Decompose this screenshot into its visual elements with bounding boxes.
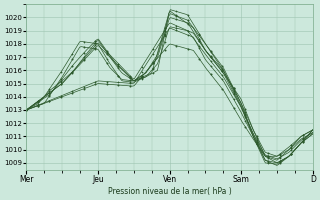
X-axis label: Pression niveau de la mer( hPa ): Pression niveau de la mer( hPa ) <box>108 187 231 196</box>
